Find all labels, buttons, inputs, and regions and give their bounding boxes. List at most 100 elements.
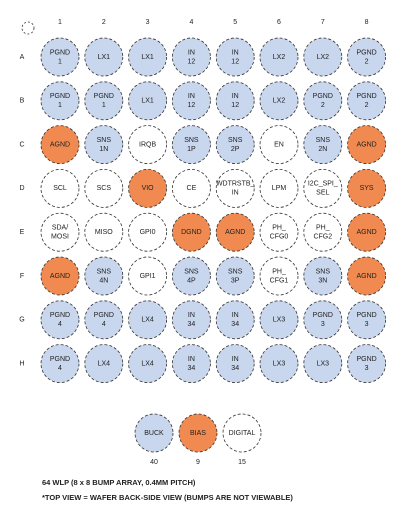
bump-label: PGND [356, 356, 376, 363]
bump-label: 2P [231, 146, 240, 153]
legend-bump [178, 413, 218, 453]
bump [40, 212, 80, 252]
bump [171, 37, 211, 77]
bump [259, 300, 299, 340]
bump-label: SNS [316, 137, 331, 144]
bump [128, 168, 168, 208]
bump-label: CFG0 [270, 234, 289, 241]
bump [84, 256, 124, 296]
column-label: 1 [58, 19, 62, 26]
bump-label: PH_ [272, 268, 286, 275]
bump-label: 4N [99, 277, 108, 284]
bump-label: AGND [356, 229, 376, 236]
bump [347, 212, 387, 252]
bump [40, 37, 80, 77]
bump [303, 81, 343, 121]
bump-label: 34 [231, 321, 239, 328]
bump [128, 256, 168, 296]
bump-label: AGND [50, 141, 70, 148]
column-label: 4 [189, 19, 193, 26]
bump [215, 300, 255, 340]
bump-label: CFG1 [270, 277, 289, 284]
bump-label: PGND [356, 49, 376, 56]
bump-label: PGND [50, 49, 70, 56]
legend-bump [222, 413, 262, 453]
bump-label: 12 [188, 58, 196, 65]
bump-label: LPM [272, 185, 287, 192]
bump-label: 3P [231, 277, 240, 284]
bump-label: 12 [231, 58, 239, 65]
bump [171, 212, 211, 252]
bump [128, 125, 168, 165]
row-label: H [19, 360, 24, 367]
bump-label: 3 [321, 321, 325, 328]
bump-label: AGND [356, 141, 376, 148]
bump [303, 344, 343, 384]
bump-label: GPI1 [140, 273, 156, 280]
bump [303, 300, 343, 340]
bump-label: PGND [94, 93, 114, 100]
column-label: 7 [321, 19, 325, 26]
bump-label: GPI0 [140, 229, 156, 236]
bump-label: 1 [102, 102, 106, 109]
column-label: 2 [102, 19, 106, 26]
bump-label: 2 [321, 102, 325, 109]
bump-label: AGND [50, 273, 70, 280]
bump-label: IN [232, 93, 239, 100]
bump [40, 125, 80, 165]
bump-label: IRQB [139, 141, 156, 148]
bump [259, 256, 299, 296]
bump-label: 34 [231, 365, 239, 372]
bump-label: SNS [228, 137, 243, 144]
bump-label: 4 [58, 365, 62, 372]
bump-label: 1 [58, 58, 62, 65]
bump-label: LX4 [98, 360, 111, 367]
bump [215, 125, 255, 165]
bump-label: IN [188, 93, 195, 100]
bump-label: PGND [50, 93, 70, 100]
legend-label: BUCK [144, 430, 164, 437]
bump-label: LX3 [273, 360, 286, 367]
column-label: 8 [365, 19, 369, 26]
bump-label: DGND [181, 229, 202, 236]
bump-label: 1P [187, 146, 196, 153]
row-label: B [20, 98, 25, 105]
bump-label: LX2 [273, 54, 286, 61]
bump [347, 81, 387, 121]
row-label: D [19, 185, 24, 192]
bump-label: 3 [365, 321, 369, 328]
bump [171, 300, 211, 340]
bump [347, 256, 387, 296]
bump [215, 212, 255, 252]
bump [84, 81, 124, 121]
bump [347, 125, 387, 165]
bump-label: MOSI [51, 234, 69, 241]
bump-label: SNS [228, 268, 243, 275]
bump [40, 168, 80, 208]
bump [128, 212, 168, 252]
bump-label: SYS [360, 185, 374, 192]
bump-label: LX3 [273, 317, 286, 324]
bump-label: 2 [365, 102, 369, 109]
bump-label: SEL [316, 190, 329, 197]
bump-label: SCS [97, 185, 112, 192]
bump-label: VIO [142, 185, 155, 192]
caption: *TOP VIEW = WAFER BACK-SIDE VIEW (BUMPS … [42, 493, 293, 502]
bump [84, 168, 124, 208]
bump [84, 212, 124, 252]
bump-label: CE [187, 185, 197, 192]
bump [303, 37, 343, 77]
bump [128, 37, 168, 77]
bump [171, 256, 211, 296]
bump-label: LX1 [141, 54, 154, 61]
bump [259, 125, 299, 165]
bump [171, 125, 211, 165]
bump [215, 168, 255, 208]
orientation-mark [21, 21, 35, 35]
bump-label: LX3 [317, 360, 330, 367]
bump [128, 300, 168, 340]
bump-label: IN [188, 356, 195, 363]
bump [128, 81, 168, 121]
bump [215, 37, 255, 77]
